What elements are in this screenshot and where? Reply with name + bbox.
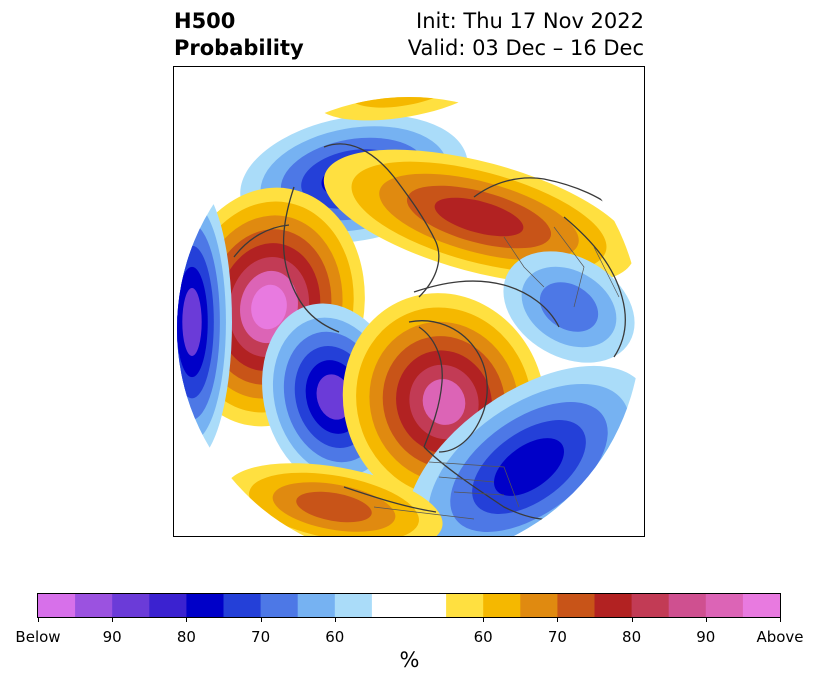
coastline-hudson-bay	[408, 320, 488, 453]
anomaly-above-arctic	[323, 149, 635, 285]
contour-level	[316, 374, 352, 420]
colorbar-tick-mark	[780, 617, 781, 622]
colorbar-tick-label: 90	[102, 628, 122, 646]
polar-map	[173, 66, 645, 537]
coastline-mexico	[343, 486, 437, 513]
anomaly-above-europe	[342, 293, 546, 511]
map-title: H500 Probability	[174, 8, 304, 62]
colorbar-tick-mark	[186, 617, 188, 622]
colorbar-swatch	[631, 594, 670, 617]
country-borders	[373, 226, 620, 520]
contour-level	[434, 197, 524, 237]
colorbar-swatch	[334, 594, 373, 617]
colorbar-tick-mark	[631, 617, 633, 622]
colorbar-swatch	[38, 594, 76, 617]
colorbar-unit: %	[399, 648, 420, 672]
colorbar-tick-label: 90	[696, 628, 716, 646]
forecast-dates: Init: Thu 17 Nov 2022 Valid: 03 Dec – 16…	[408, 8, 644, 62]
colorbar-swatch	[446, 594, 484, 617]
colorbar-swatch	[75, 594, 113, 617]
colorbar-tick-label: 80	[622, 628, 642, 646]
valid-period: Valid: 03 Dec – 16 Dec	[407, 36, 644, 60]
colorbar-tick-label: 80	[176, 628, 196, 646]
colorbar-tick-label: Above	[756, 628, 804, 646]
colorbar-tick-label: 60	[325, 628, 345, 646]
colorbar-tick-label: 60	[473, 628, 493, 646]
colorbar-tick-label: 70	[547, 628, 567, 646]
colorbar-swatch	[483, 594, 521, 617]
coastline-scandinavia	[413, 280, 560, 328]
colorbar-swatch	[668, 594, 707, 617]
contour-level	[251, 284, 287, 330]
colorbar-swatch	[742, 594, 780, 617]
colorbar-swatch	[186, 594, 224, 617]
coastline-kamchatka	[233, 224, 290, 258]
colorbar-tick-mark	[334, 617, 336, 622]
colorbar-swatch	[371, 594, 447, 617]
colorbar-tick-mark	[38, 617, 39, 622]
title-type: Probability	[174, 36, 304, 60]
colorbar-swatch	[112, 594, 150, 617]
colorbar-swatch	[149, 594, 187, 617]
contour-level	[296, 491, 372, 523]
contour-level	[422, 379, 466, 425]
colorbar	[37, 593, 781, 618]
coastline-europe	[563, 216, 626, 358]
contour-level	[182, 288, 202, 356]
init-date: Init: Thu 17 Nov 2022	[416, 9, 644, 33]
colorbar-swatch	[260, 594, 299, 617]
colorbar-swatch	[297, 594, 336, 617]
contour-level	[494, 438, 564, 496]
anomaly-below-atlantic	[406, 365, 641, 536]
colorbar-swatch	[594, 594, 633, 617]
colorbar-tick-mark	[705, 617, 707, 622]
colorbar-tick-mark	[260, 617, 262, 622]
colorbar-swatch	[223, 594, 262, 617]
colorbar-tick-label: 70	[251, 628, 271, 646]
coastline-greenland	[323, 143, 440, 298]
colorbar-swatches	[38, 594, 780, 617]
colorbar-tick-label: Below	[15, 628, 61, 646]
colorbar-swatch	[705, 594, 744, 617]
colorbar-swatch	[520, 594, 558, 617]
colorbar-tick-mark	[112, 617, 114, 622]
colorbar-tick-mark	[483, 617, 485, 622]
coastline-north-america-west	[418, 326, 443, 448]
colorbar-swatch	[557, 594, 595, 617]
probability-map	[177, 97, 641, 536]
coastline-alaska	[282, 186, 340, 333]
colorbar-tick-mark	[557, 617, 559, 622]
title-variable: H500	[174, 9, 236, 33]
